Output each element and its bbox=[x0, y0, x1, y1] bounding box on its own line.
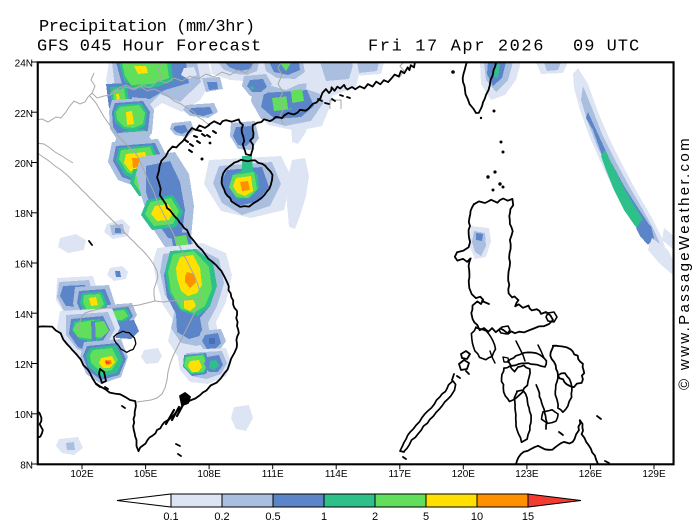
svg-text:120E: 120E bbox=[452, 469, 476, 480]
svg-text:126E: 126E bbox=[579, 469, 603, 480]
svg-text:108E: 108E bbox=[197, 469, 221, 480]
svg-text:10: 10 bbox=[471, 511, 483, 523]
svg-text:2: 2 bbox=[372, 511, 378, 523]
svg-text:0.2: 0.2 bbox=[214, 511, 229, 523]
svg-text:Fri 17 Apr 2026: Fri 17 Apr 2026 bbox=[368, 38, 545, 57]
svg-text:09 UTC: 09 UTC bbox=[573, 38, 640, 57]
svg-text:0.1: 0.1 bbox=[163, 511, 178, 523]
svg-text:0.5: 0.5 bbox=[265, 511, 280, 523]
svg-text:105E: 105E bbox=[134, 469, 158, 480]
svg-text:14N: 14N bbox=[15, 310, 33, 321]
svg-text:16N: 16N bbox=[15, 260, 33, 271]
svg-text:18N: 18N bbox=[15, 209, 33, 220]
svg-text:1: 1 bbox=[321, 511, 327, 523]
svg-text:111E: 111E bbox=[262, 469, 284, 480]
svg-text:Precipitation (mm/3hr): Precipitation (mm/3hr) bbox=[39, 18, 255, 37]
svg-text:22N: 22N bbox=[15, 109, 33, 120]
svg-text:5: 5 bbox=[423, 511, 429, 523]
svg-text:117E: 117E bbox=[388, 469, 411, 480]
svg-text:102E: 102E bbox=[70, 469, 94, 480]
svg-text:8N: 8N bbox=[20, 461, 33, 472]
svg-text:12N: 12N bbox=[15, 360, 33, 371]
svg-text:24N: 24N bbox=[15, 59, 33, 70]
svg-text:© www.PassageWeather.com: © www.PassageWeather.com bbox=[676, 136, 693, 390]
svg-text:15: 15 bbox=[522, 511, 534, 523]
svg-text:10N: 10N bbox=[15, 410, 33, 421]
svg-text:129E: 129E bbox=[642, 469, 666, 480]
svg-text:GFS 045 Hour Forecast: GFS 045 Hour Forecast bbox=[37, 38, 262, 57]
svg-text:20N: 20N bbox=[15, 159, 33, 170]
svg-text:123E: 123E bbox=[515, 469, 539, 480]
svg-text:114E: 114E bbox=[325, 469, 348, 480]
